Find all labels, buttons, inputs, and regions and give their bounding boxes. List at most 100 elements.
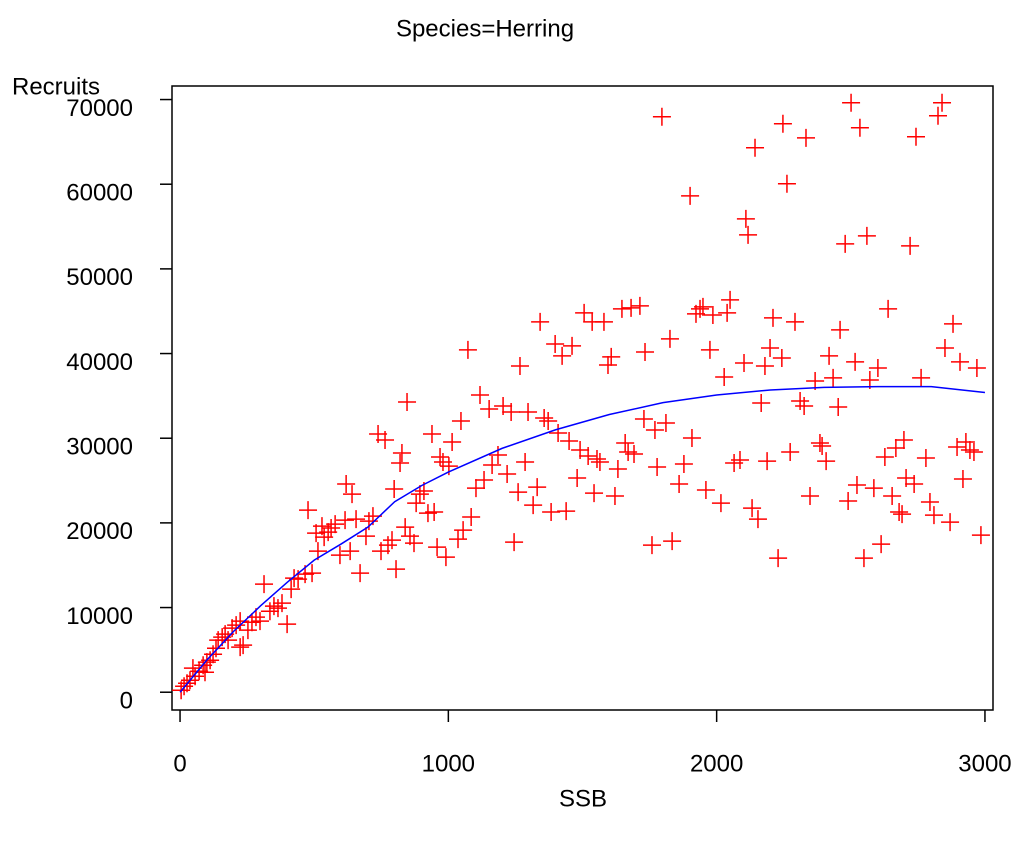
point <box>755 356 774 375</box>
point <box>462 508 481 527</box>
point <box>791 391 810 410</box>
point <box>773 114 792 133</box>
point <box>817 452 836 471</box>
point <box>772 348 791 367</box>
point <box>400 527 419 546</box>
point <box>656 413 675 432</box>
point <box>700 340 719 359</box>
point <box>598 355 617 374</box>
point <box>912 368 931 387</box>
point <box>813 437 832 456</box>
point <box>594 312 613 331</box>
point <box>587 450 606 469</box>
y-tick-label: 70000 <box>66 95 133 122</box>
point <box>686 304 705 323</box>
point <box>933 93 952 112</box>
point <box>796 128 815 147</box>
point <box>901 236 920 255</box>
point <box>505 533 524 552</box>
point <box>542 503 561 522</box>
point <box>824 368 843 387</box>
point <box>524 496 543 515</box>
point <box>781 443 800 462</box>
point <box>585 484 604 503</box>
point <box>516 453 535 472</box>
point <box>964 443 983 462</box>
point <box>642 536 661 555</box>
y-tick-label: 0 <box>120 688 133 715</box>
point <box>454 521 473 540</box>
point <box>207 639 226 658</box>
point <box>703 305 722 324</box>
y-axis-label: Recruits <box>12 73 100 100</box>
point <box>431 448 450 467</box>
point <box>405 534 424 553</box>
point <box>579 446 598 465</box>
fit-line <box>179 385 986 693</box>
point <box>553 346 572 365</box>
point <box>652 107 671 126</box>
point <box>319 523 338 542</box>
point <box>303 564 322 583</box>
point <box>806 371 825 390</box>
point <box>682 429 701 448</box>
point <box>510 356 529 375</box>
point <box>906 127 925 146</box>
x-tick-label: 3000 <box>958 750 1011 777</box>
point <box>875 448 894 467</box>
point <box>326 515 345 534</box>
point <box>660 329 679 348</box>
y-tick-label: 10000 <box>66 603 133 630</box>
point <box>608 460 627 479</box>
point <box>471 385 490 404</box>
point <box>864 479 883 498</box>
point <box>693 297 712 316</box>
point <box>879 299 898 318</box>
point <box>854 549 873 568</box>
point <box>681 186 700 205</box>
point <box>847 476 866 495</box>
point <box>242 613 261 632</box>
point <box>616 434 635 453</box>
y-tick-label: 30000 <box>66 434 133 461</box>
point <box>718 303 737 322</box>
point <box>392 444 411 463</box>
point <box>231 612 250 631</box>
point <box>890 503 909 522</box>
point <box>376 430 395 449</box>
point <box>351 564 370 583</box>
point <box>557 502 576 521</box>
x-tick-label: 2000 <box>690 750 743 777</box>
point <box>234 636 253 655</box>
point <box>509 483 528 502</box>
point <box>634 409 653 428</box>
point <box>273 594 292 613</box>
point <box>475 471 494 490</box>
point <box>836 234 855 253</box>
point <box>278 615 297 634</box>
point <box>436 548 455 567</box>
point <box>748 510 767 529</box>
point <box>941 513 960 532</box>
point <box>502 402 521 421</box>
point <box>736 209 755 228</box>
point <box>696 481 715 500</box>
point <box>383 531 402 550</box>
point <box>238 621 257 640</box>
chart-title: Species=Herring <box>396 15 574 42</box>
point <box>956 433 975 452</box>
point <box>674 455 693 474</box>
point <box>186 667 205 686</box>
point <box>746 138 765 157</box>
y-tick-label: 60000 <box>66 180 133 207</box>
point <box>563 336 582 355</box>
point <box>330 546 349 565</box>
point <box>449 530 468 549</box>
point <box>752 393 771 412</box>
point <box>341 542 360 561</box>
point <box>282 580 301 599</box>
point <box>255 575 274 594</box>
point <box>886 439 905 458</box>
point <box>730 451 749 470</box>
point <box>971 526 990 545</box>
